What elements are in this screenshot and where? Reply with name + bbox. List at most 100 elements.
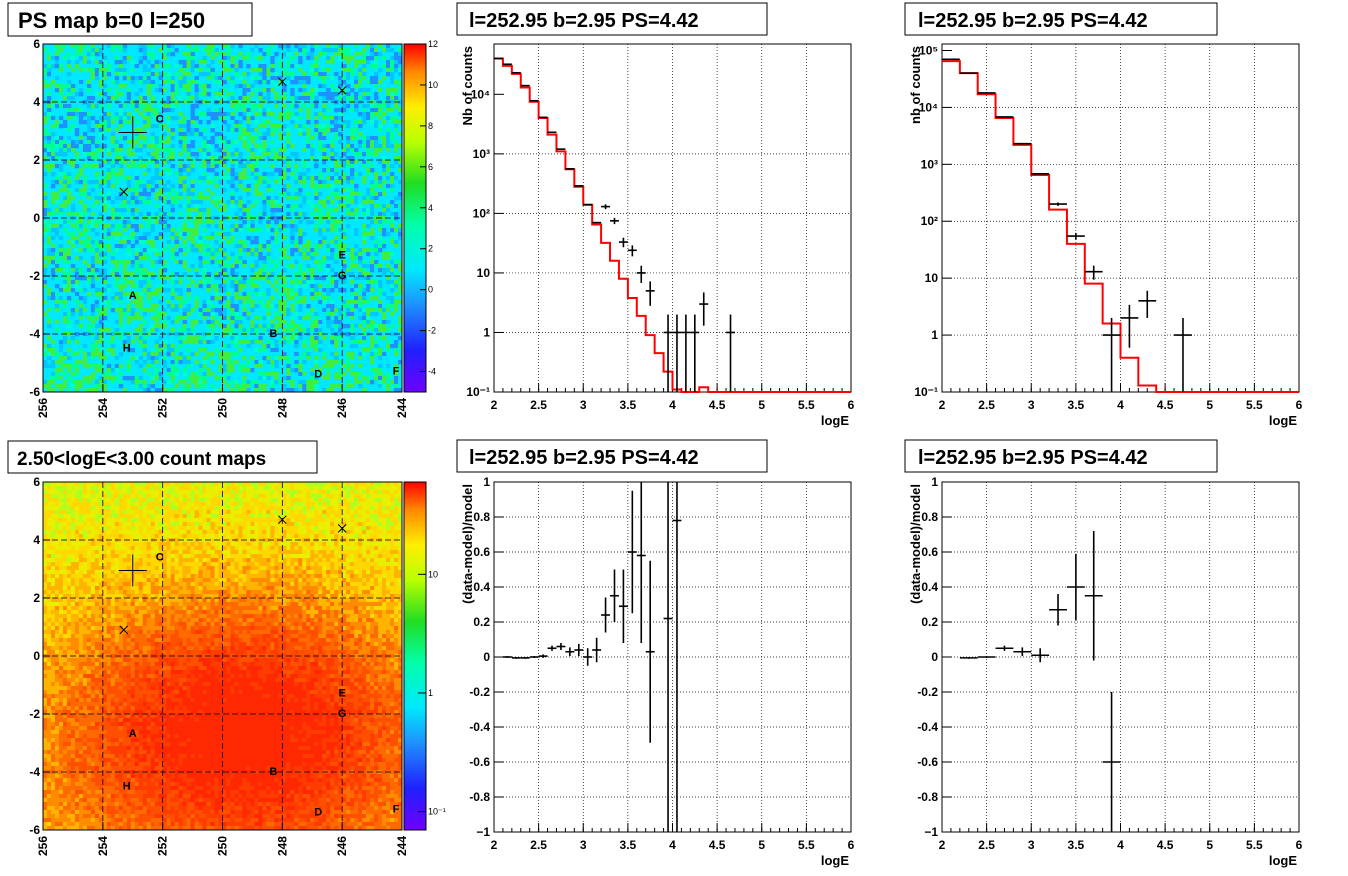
heatmap-cell — [226, 352, 231, 357]
heatmap-cell — [118, 324, 124, 329]
heatmap-cell — [114, 140, 120, 145]
heatmap-cell — [182, 84, 187, 89]
heatmap-cell — [122, 204, 128, 209]
heatmap-cell — [94, 312, 100, 317]
heatmap-cell — [186, 128, 191, 133]
heatmap-cell — [86, 188, 92, 193]
heatmap-cell — [250, 388, 255, 393]
heatmap-cell — [210, 112, 215, 117]
heatmap-cell — [298, 188, 303, 193]
heatmap-cell — [326, 328, 331, 333]
heatmap-cell — [150, 272, 155, 277]
heatmap-cell — [258, 356, 263, 361]
heatmap-cell — [66, 96, 72, 101]
heatmap-cell — [250, 228, 255, 233]
heatmap-cell — [90, 284, 96, 289]
heatmap-cell — [330, 84, 335, 89]
heatmap-cell — [226, 236, 231, 241]
heatmap-cell — [158, 300, 163, 305]
heatmap-cell — [162, 168, 167, 173]
heatmap-cell — [374, 176, 379, 181]
heatmap-cell — [94, 220, 100, 225]
heatmap-cell — [266, 224, 271, 229]
heatmap-cell — [246, 344, 251, 349]
heatmap-cell — [126, 176, 132, 181]
heatmap-cell — [318, 292, 323, 297]
heatmap-cell — [342, 280, 347, 285]
heatmap-cell — [334, 168, 339, 173]
heatmap-cell — [58, 124, 64, 129]
heatmap-cell — [162, 280, 167, 285]
heatmap-cell — [290, 128, 295, 133]
heatmap-cell — [198, 212, 203, 217]
heatmap-cell — [70, 272, 76, 277]
heatmap-cell — [154, 64, 159, 69]
heatmap-cell — [186, 336, 191, 341]
heatmap-cell — [322, 252, 327, 257]
heatmap-cell — [234, 68, 239, 73]
heatmap-cell — [130, 164, 136, 169]
heatmap-cell — [254, 316, 259, 321]
heatmap-cell — [194, 304, 199, 309]
heatmap-cell — [186, 312, 191, 317]
heatmap-cell — [218, 232, 223, 237]
heatmap-cell — [322, 140, 327, 145]
heatmap-cell — [250, 208, 255, 213]
heatmap-cell — [318, 216, 323, 221]
heatmap-cell — [338, 124, 343, 129]
heatmap-cell — [342, 148, 347, 153]
heatmap-cell — [282, 144, 287, 149]
heatmap-cell — [162, 248, 167, 253]
heatmap-cell — [350, 288, 355, 293]
heatmap-cell — [170, 88, 175, 93]
heatmap-cell — [310, 280, 315, 285]
heatmap-cell — [378, 324, 383, 329]
heatmap-cell — [298, 232, 303, 237]
heatmap-cell — [370, 380, 375, 385]
heatmap-cell — [78, 324, 84, 329]
heatmap-cell — [198, 320, 203, 325]
heatmap-cell — [142, 348, 148, 353]
heatmap-cell — [182, 380, 187, 385]
heatmap-cell — [366, 184, 371, 189]
heatmap-cell — [202, 244, 207, 249]
heatmap-cell — [222, 316, 227, 321]
heatmap-cell — [134, 236, 140, 241]
heatmap-cell — [354, 360, 359, 365]
heatmap-cell — [254, 76, 259, 81]
heatmap-cell — [382, 136, 387, 141]
heatmap-cell — [370, 336, 375, 341]
heatmap-cell — [146, 120, 151, 125]
heatmap-cell — [346, 356, 351, 361]
heatmap-cell — [58, 140, 64, 145]
heatmap-cell — [338, 112, 343, 117]
heatmap-cell — [43, 48, 48, 53]
heatmap-cell — [230, 184, 235, 189]
heatmap-cell — [98, 116, 104, 121]
heatmap-cell — [382, 88, 387, 93]
heatmap-cell — [294, 196, 299, 201]
heatmap-cell — [314, 380, 319, 385]
heatmap-cell — [230, 388, 235, 393]
heatmap-cell — [58, 344, 64, 349]
heatmap-cell — [118, 364, 124, 369]
heatmap-cell — [230, 300, 235, 305]
heatmap-cell — [370, 104, 375, 109]
heatmap-cell — [43, 204, 48, 209]
heatmap-cell — [334, 116, 339, 121]
heatmap-cell — [90, 80, 96, 85]
heatmap-cell — [398, 128, 403, 133]
heatmap-cell — [138, 328, 144, 333]
heatmap-cell — [290, 204, 295, 209]
heatmap-cell — [82, 224, 88, 229]
heatmap-cell — [294, 180, 299, 185]
heatmap-cell — [210, 360, 215, 365]
heatmap-cell — [90, 152, 96, 157]
heatmap-cell — [370, 296, 375, 301]
heatmap-cell — [190, 52, 195, 57]
heatmap-cell — [230, 200, 235, 205]
heatmap-cell — [306, 300, 311, 305]
heatmap-cell — [246, 144, 251, 149]
heatmap-cell — [134, 356, 140, 361]
heatmap-cell — [218, 208, 223, 213]
